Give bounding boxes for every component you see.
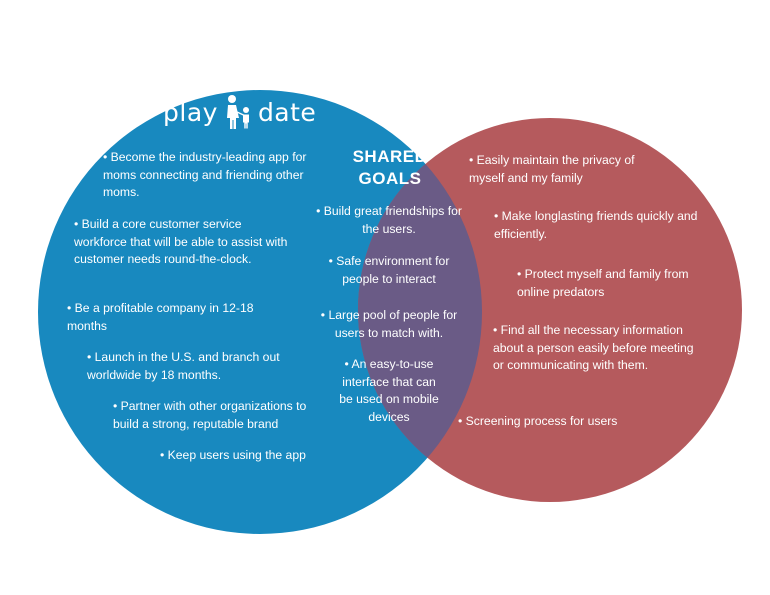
user-goals-title: USER GOALS xyxy=(478,102,596,121)
user-goal-3: • Protect myself and family from online … xyxy=(517,267,689,299)
shared-goal-4: • An easy-to-use interface that can be u… xyxy=(339,357,439,424)
company-goal-1: • Become the industry-leading app for mo… xyxy=(103,150,307,199)
shared-goals-title: SHARED GOALS xyxy=(340,146,440,190)
company-goal-3: • Be a profitable company in 12-18 month… xyxy=(67,301,254,333)
logo-word-play: play xyxy=(163,97,218,127)
shared-goal-1: • Build great friendships for the users. xyxy=(316,204,462,236)
company-goal-5: • Partner with other organizations to bu… xyxy=(113,399,307,431)
company-goal-4: • Launch in the U.S. and branch out worl… xyxy=(87,350,280,382)
mother-and-child-icon xyxy=(226,95,249,129)
company-goal-6: • Keep users using the app xyxy=(160,448,306,462)
user-goal-5: • Screening process for users xyxy=(458,414,618,428)
user-goal-4: • Find all the necessary information abo… xyxy=(493,323,694,372)
shared-goals-overlap xyxy=(358,118,482,502)
shared-goal-3: • Large pool of people for users to matc… xyxy=(320,308,458,340)
user-goal-2: • Make longlasting friends quickly and e… xyxy=(494,209,698,241)
company-goal-2: • Build a core customer service workforc… xyxy=(74,217,288,266)
shared-goal-2: • Safe environment for people to interac… xyxy=(328,254,450,286)
shared-goals-title-line1: SHARED xyxy=(352,147,428,166)
user-goal-1: • Easily maintain the privacy of myself … xyxy=(469,153,635,185)
playdate-logo: play date xyxy=(163,94,316,130)
logo-word-date: date xyxy=(257,97,317,127)
company-goals-circle xyxy=(38,90,482,534)
shared-goals-title-line2: GOALS xyxy=(358,169,422,188)
